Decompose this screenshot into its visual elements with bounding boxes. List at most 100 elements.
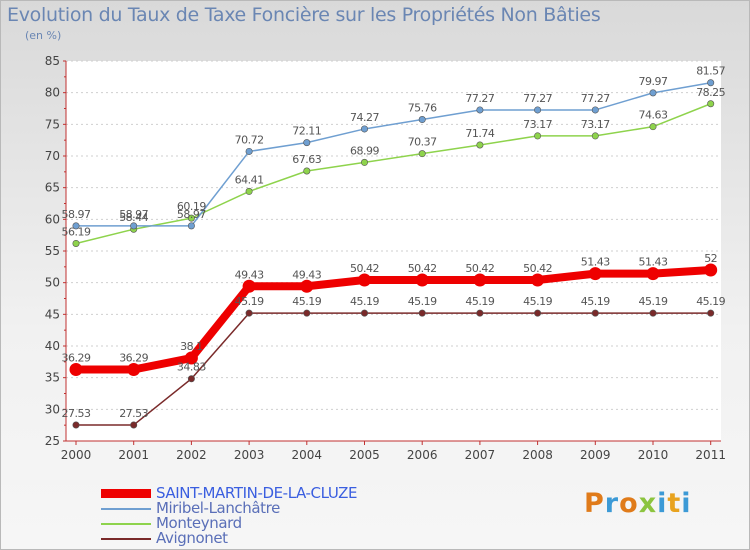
data-point xyxy=(649,309,657,317)
data-label: 45.19 xyxy=(523,295,552,308)
x-tick-label: 2004 xyxy=(292,448,323,462)
data-point xyxy=(591,309,599,317)
data-label: 45.19 xyxy=(696,295,725,308)
data-point xyxy=(245,187,253,195)
data-label: 74.27 xyxy=(350,111,379,124)
data-label: 45.19 xyxy=(235,295,264,308)
y-tick-label: 75 xyxy=(45,117,60,131)
y-tick-label: 45 xyxy=(45,307,60,321)
x-tick-label: 2000 xyxy=(61,448,92,462)
data-point xyxy=(531,273,545,287)
x-tick-label: 2002 xyxy=(176,448,207,462)
data-point xyxy=(707,100,715,108)
data-label: 49.43 xyxy=(235,268,264,281)
data-point xyxy=(418,309,426,317)
y-tick-label: 25 xyxy=(45,434,60,448)
y-tick-label: 40 xyxy=(45,339,60,353)
x-tick-label: 2008 xyxy=(522,448,553,462)
data-point xyxy=(707,309,715,317)
data-label: 36.29 xyxy=(119,351,148,364)
data-label: 58.97 xyxy=(62,208,91,221)
logo-letter: i xyxy=(657,488,668,519)
data-point xyxy=(130,421,138,429)
logo-letter: x xyxy=(638,488,658,519)
y-tick-label: 85 xyxy=(45,54,60,68)
data-point xyxy=(473,273,487,287)
x-tick-label: 2007 xyxy=(465,448,496,462)
data-label: 77.27 xyxy=(581,92,610,105)
y-tick-label: 80 xyxy=(45,86,60,100)
series-line-1 xyxy=(75,81,712,227)
data-point xyxy=(300,279,314,293)
data-label: 58.97 xyxy=(119,208,148,221)
logo-letter: t xyxy=(667,488,682,519)
data-label: 34.83 xyxy=(177,361,206,374)
data-label: 60.19 xyxy=(177,200,206,213)
logo-letter: r xyxy=(604,488,620,519)
data-point xyxy=(69,362,83,376)
data-label: 38.1 xyxy=(180,340,203,353)
data-label: 64.41 xyxy=(235,173,264,186)
data-point xyxy=(591,132,599,140)
data-point xyxy=(303,167,311,175)
data-point xyxy=(245,147,253,155)
data-label: 71.74 xyxy=(465,127,494,140)
legend-swatch xyxy=(101,489,151,498)
data-label: 36.29 xyxy=(62,351,91,364)
y-tick-label: 50 xyxy=(45,276,60,290)
data-label: 45.19 xyxy=(408,295,437,308)
data-label: 52 xyxy=(704,252,717,265)
x-tick-label: 2010 xyxy=(638,448,669,462)
data-label: 51.43 xyxy=(639,256,668,269)
legend-label: Monteynard xyxy=(156,514,242,532)
data-label: 70.37 xyxy=(408,136,437,149)
data-label: 77.27 xyxy=(465,92,494,105)
data-point xyxy=(476,141,484,149)
data-label: 51.43 xyxy=(581,256,610,269)
legend-label: SAINT-MARTIN-DE-LA-CLUZE xyxy=(156,484,358,502)
data-point xyxy=(534,106,542,114)
y-tick-label: 65 xyxy=(45,181,60,195)
data-label: 70.72 xyxy=(235,133,264,146)
logo-letter: P xyxy=(584,488,605,519)
data-point xyxy=(649,89,657,97)
series-line-0 xyxy=(72,266,715,374)
data-label: 45.19 xyxy=(581,295,610,308)
data-point xyxy=(72,222,80,230)
data-label: 45.19 xyxy=(350,295,379,308)
data-point xyxy=(476,309,484,317)
data-point xyxy=(72,421,80,429)
data-label: 45.19 xyxy=(465,295,494,308)
legend-swatch xyxy=(101,508,151,510)
series-line-3 xyxy=(75,312,712,426)
data-label: 45.19 xyxy=(639,295,668,308)
data-point xyxy=(534,309,542,317)
data-point xyxy=(130,222,138,230)
data-label: 77.27 xyxy=(523,92,552,105)
y-tick-label: 70 xyxy=(45,149,60,163)
data-label: 74.63 xyxy=(639,109,668,122)
data-point xyxy=(360,158,368,166)
line-chart: 25 30 35 40 45 50 55 60 65 70 75 80 85 2000 2001 2002 20… xyxy=(45,54,726,462)
legend-swatch xyxy=(101,523,151,525)
data-point xyxy=(187,375,195,383)
x-tick-label: 2009 xyxy=(580,448,611,462)
data-point xyxy=(184,351,198,365)
data-label: 79.97 xyxy=(639,75,668,88)
data-point xyxy=(591,106,599,114)
y-tick-label: 35 xyxy=(45,371,60,385)
data-point xyxy=(534,132,542,140)
data-label: 50.42 xyxy=(408,262,437,275)
data-point xyxy=(707,79,715,87)
data-label: 78.25 xyxy=(696,86,725,99)
data-point xyxy=(415,273,429,287)
logo-letter: o xyxy=(619,488,639,519)
logo-letter: i xyxy=(681,488,692,519)
data-point xyxy=(476,106,484,114)
proxiti-logo: Proxiti xyxy=(584,488,692,519)
x-tick-label: 2001 xyxy=(118,448,149,462)
legend-swatch xyxy=(101,538,151,540)
y-tick-label: 60 xyxy=(45,212,60,226)
data-label: 72.11 xyxy=(292,125,321,138)
